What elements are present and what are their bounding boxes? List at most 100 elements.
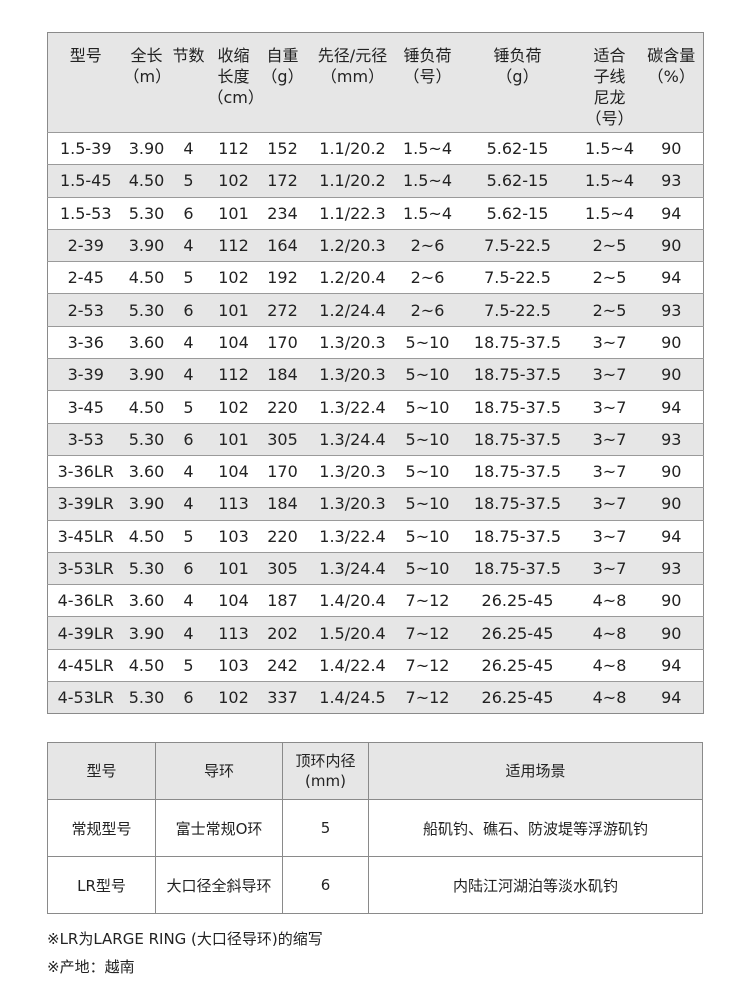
spec-cell: 101 <box>207 551 260 585</box>
spec-cell: 7~12 <box>399 584 456 617</box>
spec-cell: 2~5 <box>579 261 640 294</box>
spec-cell: 2~6 <box>399 261 456 294</box>
spec-cell: 1.4/20.4 <box>305 584 400 617</box>
spec-cell: 26.25-45 <box>455 616 580 650</box>
spec-cell: 5 <box>169 164 208 198</box>
spec-cell: 1.5-45 <box>47 164 124 198</box>
spec-table-row: 3-45 4.50 5 102 220 1.3/22.4 5~10 18.75-37.5 3~7… <box>47 390 704 424</box>
spec-cell: 1.1/20.2 <box>305 131 400 165</box>
spec-cell: 4-45LR <box>47 648 124 682</box>
spec-cell: 93 <box>639 422 704 456</box>
spec-table: 型号 全长 （m） 节数 收缩 长度 （cm） 自重 （g） 先径/元径 （mm） 锤负荷 … <box>47 32 704 715</box>
spec-cell: 5 <box>169 519 208 553</box>
spec-cell: 3~7 <box>579 454 640 488</box>
spec-cell: 272 <box>259 293 306 327</box>
spec-cell: 90 <box>639 584 704 617</box>
spec-cell: 5.30 <box>123 293 170 327</box>
spec-cell: 337 <box>259 681 306 714</box>
spec-cell: 3~7 <box>579 358 640 391</box>
spec-cell: 2-39 <box>47 228 124 262</box>
guide-table-row: LR型号 大口径全斜导环 6 内陆江河湖泊等淡水矶钓 <box>47 856 703 914</box>
spec-cell: 7~12 <box>399 616 456 650</box>
spec-header-cell: 收缩 长度 （cm） <box>207 32 264 133</box>
spec-cell: 6 <box>169 422 208 456</box>
spec-cell: 234 <box>259 196 306 230</box>
spec-cell: 4-39LR <box>47 616 124 650</box>
spec-cell: 4.50 <box>123 648 170 682</box>
spec-cell: 104 <box>207 584 260 617</box>
spec-cell: 1.4/22.4 <box>305 648 400 682</box>
spec-cell: 1.2/20.4 <box>305 261 400 294</box>
spec-cell: 4 <box>169 454 208 488</box>
spec-cell: 6 <box>169 681 208 714</box>
spec-cell: 3-53 <box>47 422 124 456</box>
spec-header-cell: 先径/元径 （mm） <box>305 32 400 133</box>
spec-table-row: 2-45 4.50 5 102 192 1.2/20.4 2~6 7.5-22.5 2~5 94 <box>47 261 704 294</box>
spec-table-row: 3-39 3.90 4 112 184 1.3/20.3 5~10 18.75-37.5 3~7… <box>47 358 704 391</box>
spec-cell: 1.3/24.4 <box>305 551 400 585</box>
spec-table-row: 4-53LR 5.30 6 102 337 1.4/24.5 7~12 26.25-45 4~8… <box>47 681 704 714</box>
spec-cell: 18.75-37.5 <box>455 519 580 553</box>
spec-cell: 1.1/22.3 <box>305 196 400 230</box>
spec-cell: 93 <box>639 293 704 327</box>
spec-cell: 90 <box>639 228 704 262</box>
spec-cell: 3.90 <box>123 616 170 650</box>
spec-cell: 90 <box>639 325 704 359</box>
guide-cell: LR型号 <box>47 856 156 914</box>
spec-cell: 170 <box>259 325 306 359</box>
spec-cell: 4.50 <box>123 164 170 198</box>
spec-cell: 112 <box>207 131 260 165</box>
spec-cell: 93 <box>639 164 704 198</box>
spec-cell: 5~10 <box>399 551 456 585</box>
guide-cell: 富士常规O环 <box>155 799 283 857</box>
spec-cell: 94 <box>639 681 704 714</box>
spec-cell: 1.3/20.3 <box>305 358 400 391</box>
guide-header-row: 型号 导环 顶环内径 (mm) 适用场景 <box>47 742 703 800</box>
spec-cell: 1.5/20.4 <box>305 616 400 650</box>
spec-cell: 5 <box>169 261 208 294</box>
spec-cell: 4 <box>169 584 208 617</box>
spec-cell: 90 <box>639 454 704 488</box>
spec-cell: 4 <box>169 487 208 521</box>
spec-cell: 90 <box>639 358 704 391</box>
spec-cell: 7~12 <box>399 681 456 714</box>
spec-cell: 2~6 <box>399 293 456 327</box>
spec-cell: 103 <box>207 519 260 553</box>
spec-cell: 101 <box>207 196 260 230</box>
spec-cell: 101 <box>207 422 260 456</box>
spec-cell: 7.5-22.5 <box>455 293 580 327</box>
spec-cell: 1.3/20.3 <box>305 487 400 521</box>
spec-cell: 1.3/20.3 <box>305 325 400 359</box>
spec-header-cell: 碳含量 （%） <box>639 32 704 133</box>
spec-header-cell: 锤负荷 （号） <box>399 32 456 133</box>
spec-header-cell: 型号 <box>47 32 124 133</box>
spec-cell: 164 <box>259 228 306 262</box>
spec-cell: 220 <box>259 519 306 553</box>
spec-cell: 2~5 <box>579 293 640 327</box>
spec-header-cell: 自重 （g） <box>259 32 306 133</box>
spec-cell: 5 <box>169 390 208 424</box>
spec-header-cell: 全长 （m） <box>123 32 171 133</box>
spec-cell: 170 <box>259 454 306 488</box>
spec-cell: 4 <box>169 228 208 262</box>
spec-table-row: 2-53 5.30 6 101 272 1.2/24.4 2~6 7.5-22.5 2~5 93 <box>47 293 704 327</box>
spec-cell: 220 <box>259 390 306 424</box>
spec-cell: 5.30 <box>123 551 170 585</box>
spec-cell: 1.5~4 <box>579 196 640 230</box>
spec-cell: 101 <box>207 293 260 327</box>
spec-cell: 1.1/20.2 <box>305 164 400 198</box>
spec-cell: 4~8 <box>579 584 640 617</box>
spec-header-row: 型号 全长 （m） 节数 收缩 长度 （cm） 自重 （g） 先径/元径 （mm） 锤负荷 … <box>47 32 704 133</box>
guide-cell: 内陆江河湖泊等淡水矶钓 <box>368 856 703 914</box>
spec-cell: 113 <box>207 616 260 650</box>
spec-cell: 5.62-15 <box>455 164 580 198</box>
spec-cell: 1.3/22.4 <box>305 519 400 553</box>
spec-cell: 104 <box>207 325 260 359</box>
spec-table-row: 4-39LR 3.90 4 113 202 1.5/20.4 7~12 26.25-45 4~8… <box>47 616 704 650</box>
spec-cell: 18.75-37.5 <box>455 358 580 391</box>
spec-table-row: 3-53LR 5.30 6 101 305 1.3/24.4 5~10 18.75-37.5 3… <box>47 551 704 585</box>
spec-cell: 1.5~4 <box>399 196 456 230</box>
spec-cell: 3-36 <box>47 325 124 359</box>
spec-cell: 202 <box>259 616 306 650</box>
spec-cell: 3~7 <box>579 519 640 553</box>
